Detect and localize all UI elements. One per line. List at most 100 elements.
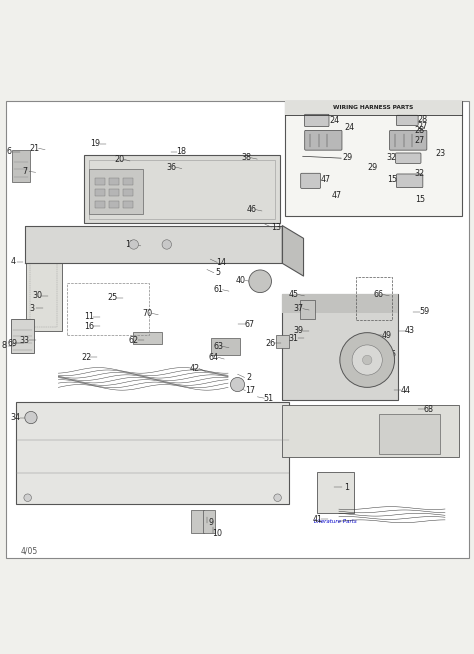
Text: 2: 2: [246, 373, 251, 382]
FancyBboxPatch shape: [304, 114, 329, 127]
Bar: [89, 160, 275, 218]
Text: 32: 32: [415, 169, 425, 178]
Bar: [123, 189, 133, 196]
Bar: [12, 150, 30, 182]
Circle shape: [162, 240, 172, 249]
Text: 30: 30: [32, 292, 42, 300]
Text: 29: 29: [368, 163, 378, 172]
FancyBboxPatch shape: [301, 173, 320, 188]
Text: 27: 27: [415, 136, 425, 145]
Text: 61: 61: [213, 285, 223, 294]
Text: 28: 28: [417, 115, 428, 124]
Circle shape: [363, 355, 372, 365]
Text: 46: 46: [246, 205, 256, 214]
Text: 39: 39: [293, 326, 303, 336]
Text: 32: 32: [387, 153, 397, 162]
Text: 33: 33: [20, 336, 30, 345]
Text: 68: 68: [424, 405, 434, 413]
FancyBboxPatch shape: [390, 130, 427, 150]
Text: 66: 66: [374, 290, 383, 299]
Text: 42: 42: [190, 364, 200, 373]
Text: 17: 17: [245, 386, 255, 395]
Text: 18: 18: [176, 147, 186, 156]
Polygon shape: [283, 226, 303, 276]
Polygon shape: [25, 226, 283, 264]
Bar: [300, 300, 315, 319]
Bar: [356, 277, 392, 320]
Bar: [285, 101, 462, 115]
Bar: [11, 319, 34, 353]
Text: 21: 21: [29, 144, 39, 153]
Text: 36: 36: [166, 163, 176, 171]
Bar: [283, 294, 398, 400]
Text: 25: 25: [107, 293, 117, 302]
Text: 62: 62: [128, 336, 138, 345]
Text: 6: 6: [6, 147, 11, 156]
Bar: [283, 294, 398, 313]
Bar: [95, 201, 105, 208]
Text: 47: 47: [320, 175, 331, 184]
Bar: [67, 283, 149, 336]
Text: 31: 31: [289, 334, 299, 343]
Bar: [379, 414, 440, 455]
Bar: [123, 177, 133, 184]
Text: 38: 38: [241, 153, 252, 162]
Bar: [285, 101, 462, 216]
Bar: [109, 201, 118, 208]
Text: 29: 29: [342, 153, 353, 162]
Text: 63: 63: [213, 342, 223, 351]
FancyBboxPatch shape: [395, 153, 421, 164]
Text: WIRING HARNESS PARTS: WIRING HARNESS PARTS: [333, 105, 413, 111]
Text: 9: 9: [209, 518, 214, 527]
FancyBboxPatch shape: [305, 130, 342, 150]
Circle shape: [274, 494, 282, 502]
Text: 41: 41: [312, 515, 322, 524]
Text: 44: 44: [401, 386, 410, 395]
Text: 8: 8: [1, 341, 6, 351]
Text: 15: 15: [415, 195, 425, 204]
Text: 24: 24: [344, 122, 354, 131]
Text: 59: 59: [419, 307, 429, 317]
Text: Literature Parts: Literature Parts: [314, 519, 356, 524]
Text: 11: 11: [84, 312, 94, 321]
Text: 24: 24: [329, 116, 339, 125]
Text: 67: 67: [245, 320, 255, 329]
Text: 26: 26: [265, 339, 275, 347]
Text: 40: 40: [236, 276, 246, 284]
Text: 45: 45: [289, 290, 299, 299]
Text: 7: 7: [22, 167, 27, 176]
Bar: [84, 155, 280, 223]
Bar: [89, 169, 143, 214]
Circle shape: [249, 270, 272, 292]
Bar: [191, 510, 203, 533]
Bar: [95, 189, 105, 196]
Bar: [26, 255, 62, 331]
Circle shape: [352, 345, 383, 375]
Text: 10: 10: [212, 528, 222, 538]
Text: 5: 5: [216, 268, 221, 277]
Bar: [123, 201, 133, 208]
Bar: [276, 335, 290, 348]
Text: 47: 47: [332, 192, 342, 200]
Circle shape: [129, 240, 138, 249]
Text: 1: 1: [344, 483, 349, 492]
Text: 69: 69: [8, 339, 18, 347]
FancyBboxPatch shape: [396, 174, 423, 188]
Text: 15: 15: [387, 175, 397, 184]
Text: 13: 13: [271, 222, 281, 232]
Text: 20: 20: [114, 154, 124, 164]
Text: 35: 35: [386, 350, 396, 359]
Text: 34: 34: [10, 413, 20, 422]
Circle shape: [25, 411, 37, 424]
Text: 19: 19: [91, 139, 100, 148]
Bar: [203, 510, 215, 533]
Text: 70: 70: [142, 309, 153, 318]
Circle shape: [24, 494, 31, 502]
Text: 28: 28: [415, 126, 425, 135]
Bar: [109, 189, 118, 196]
Bar: [109, 177, 118, 184]
Text: 12: 12: [125, 239, 135, 249]
Bar: [317, 472, 354, 513]
Bar: [283, 405, 459, 456]
Text: 14: 14: [217, 258, 227, 267]
